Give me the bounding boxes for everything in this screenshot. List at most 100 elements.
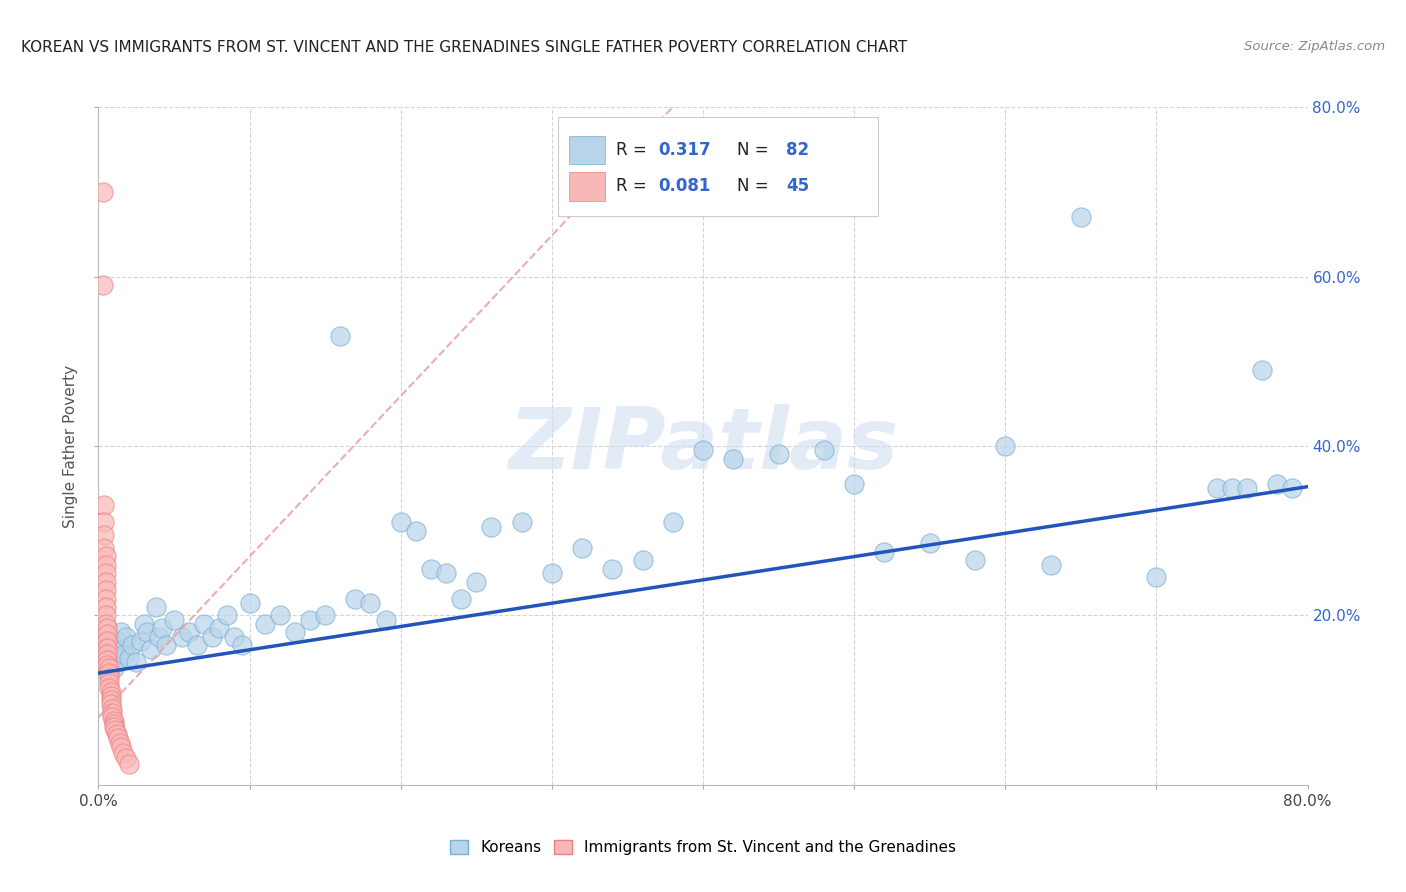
- Point: [450, 591, 472, 606]
- Point: [96, 627, 118, 641]
- Point: [965, 553, 987, 567]
- FancyBboxPatch shape: [569, 136, 605, 164]
- Point: [239, 596, 262, 610]
- Point: [170, 630, 193, 644]
- Y-axis label: Single Father Poverty: Single Father Poverty: [63, 365, 79, 527]
- Point: [284, 625, 307, 640]
- Point: [193, 617, 215, 632]
- Point: [101, 706, 124, 720]
- Point: [994, 439, 1017, 453]
- Point: [101, 710, 124, 724]
- Point: [103, 720, 125, 734]
- Point: [148, 630, 170, 644]
- Point: [100, 698, 122, 712]
- Point: [96, 652, 118, 666]
- Point: [179, 625, 201, 640]
- Point: [918, 536, 941, 550]
- Point: [100, 644, 122, 658]
- Point: [105, 633, 128, 648]
- Point: [465, 574, 488, 589]
- Point: [96, 652, 118, 666]
- Text: N =: N =: [737, 178, 773, 195]
- Point: [132, 617, 155, 632]
- Point: [110, 625, 132, 640]
- Point: [111, 746, 134, 760]
- Point: [91, 278, 114, 293]
- Point: [94, 583, 117, 598]
- Point: [873, 545, 896, 559]
- Point: [231, 638, 253, 652]
- Point: [104, 647, 127, 661]
- Point: [91, 185, 114, 199]
- Point: [510, 515, 533, 529]
- Point: [94, 659, 117, 673]
- Point: [108, 735, 131, 749]
- Point: [114, 630, 136, 644]
- Point: [94, 633, 117, 648]
- Point: [1236, 482, 1258, 496]
- Point: [101, 701, 124, 715]
- Point: [1206, 482, 1229, 496]
- Point: [93, 498, 115, 512]
- Point: [1220, 482, 1243, 496]
- Point: [405, 524, 427, 538]
- Point: [98, 676, 121, 690]
- Legend: Koreans, Immigrants from St. Vincent and the Grenadines: Koreans, Immigrants from St. Vincent and…: [450, 840, 956, 855]
- Point: [329, 328, 352, 343]
- Point: [1144, 570, 1167, 584]
- Point: [844, 477, 866, 491]
- Point: [96, 640, 118, 655]
- Point: [186, 638, 208, 652]
- Point: [481, 519, 503, 533]
- Point: [98, 667, 121, 681]
- Point: [94, 591, 117, 606]
- Point: [100, 685, 122, 699]
- Point: [129, 633, 152, 648]
- Point: [215, 608, 238, 623]
- Point: [723, 451, 745, 466]
- Point: [110, 739, 132, 754]
- Point: [141, 642, 163, 657]
- Point: [96, 649, 118, 664]
- Text: ZIPatlas: ZIPatlas: [508, 404, 898, 488]
- Point: [94, 558, 117, 572]
- Point: [103, 661, 125, 675]
- Text: R =: R =: [616, 178, 652, 195]
- Point: [1267, 477, 1289, 491]
- Text: N =: N =: [737, 141, 773, 159]
- Point: [155, 638, 177, 652]
- Point: [94, 599, 117, 614]
- Point: [94, 574, 117, 589]
- Point: [98, 638, 121, 652]
- Point: [96, 621, 118, 635]
- Point: [602, 562, 624, 576]
- Point: [94, 617, 117, 632]
- Point: [100, 693, 122, 707]
- Point: [201, 630, 224, 644]
- Point: [107, 655, 129, 669]
- Point: [118, 651, 141, 665]
- Point: [314, 608, 336, 623]
- Point: [98, 681, 121, 695]
- Point: [813, 443, 835, 458]
- Point: [103, 714, 125, 728]
- Text: 0.317: 0.317: [658, 141, 710, 159]
- Point: [224, 630, 246, 644]
- Point: [1070, 211, 1092, 225]
- Point: [150, 621, 173, 635]
- Point: [540, 566, 562, 581]
- Point: [269, 608, 291, 623]
- Point: [768, 447, 790, 462]
- Point: [96, 657, 118, 672]
- Text: 45: 45: [786, 178, 808, 195]
- Point: [107, 731, 129, 745]
- Point: [96, 633, 118, 648]
- Point: [93, 541, 115, 555]
- Point: [661, 515, 683, 529]
- Point: [1039, 558, 1062, 572]
- Point: [344, 591, 367, 606]
- Point: [1281, 482, 1303, 496]
- Point: [101, 635, 124, 649]
- Point: [93, 528, 115, 542]
- Point: [1251, 362, 1274, 376]
